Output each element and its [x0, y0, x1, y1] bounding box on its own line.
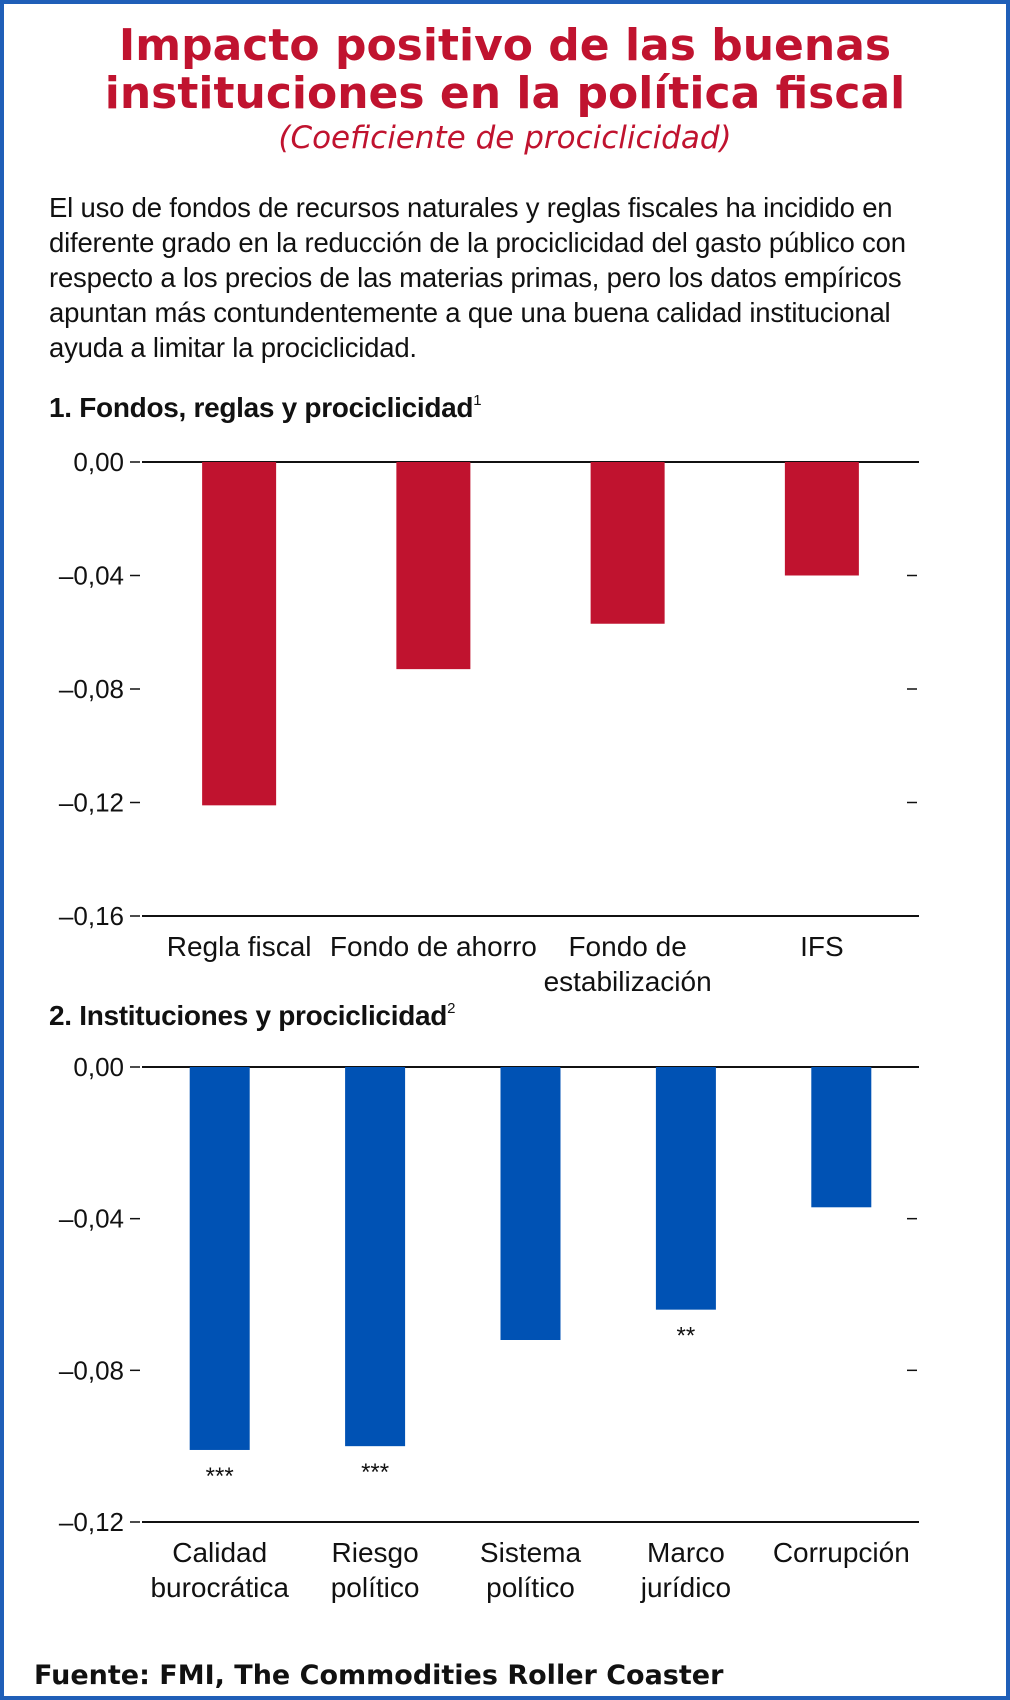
- description-line: El uso de fondos de recursos naturales y…: [49, 192, 893, 223]
- significance-label: ***: [361, 1459, 389, 1486]
- figure-subtitle: (Coeficiente de prociclicidad): [278, 120, 732, 156]
- bar: [655, 1067, 716, 1310]
- bar: [396, 462, 471, 670]
- significance-label: **: [677, 1323, 696, 1350]
- x-category-label: Calidad: [172, 1537, 267, 1568]
- panel-2-title: 2. Instituciones y prociclicidad2: [49, 1000, 455, 1032]
- y-tick-label: –0,12: [59, 1507, 124, 1537]
- x-category-label: Fondo de: [568, 931, 686, 962]
- x-category-label: Sistema: [480, 1537, 582, 1568]
- description-line: diferente grado en la reducción de la pr…: [49, 227, 906, 258]
- panel-2-footnote-mark: 2: [447, 1000, 456, 1017]
- y-tick-label: –0,12: [59, 788, 124, 818]
- y-tick-label: –0,08: [59, 1355, 124, 1385]
- x-category-label: Regla fiscal: [167, 931, 312, 962]
- x-category-label: político: [331, 1572, 420, 1603]
- x-category-label: Riesgo: [332, 1537, 419, 1568]
- panel-1-title: 1. Fondos, reglas y prociclicidad1: [49, 392, 482, 424]
- bar: [189, 1067, 250, 1450]
- bar: [345, 1067, 406, 1447]
- x-category-label: burocrática: [150, 1572, 289, 1603]
- y-tick-label: –0,04: [59, 1204, 124, 1234]
- description-line: ayuda a limitar la prociclicidad.: [49, 332, 417, 363]
- source-note: Fuente: FMI, The Commodities Roller Coas…: [34, 1660, 724, 1691]
- panel-2-chart: 0,00 –0,04 –0,08 –0,12 *** Calidad burocrática…: [59, 1052, 919, 1603]
- y-tick-label: –0,04: [59, 561, 124, 591]
- significance-label: ***: [206, 1463, 234, 1490]
- bar: [202, 462, 277, 806]
- x-category-label: Corrupción: [773, 1537, 910, 1568]
- figure-title: Impacto positivo de las buenas instituci…: [4, 22, 1006, 118]
- y-tick-label: 0,00: [73, 447, 124, 477]
- x-category-label: jurídico: [640, 1572, 731, 1603]
- y-tick-label: –0,08: [59, 674, 124, 704]
- x-category-label: político: [486, 1572, 575, 1603]
- title-line-2: instituciones en la política fiscal: [104, 68, 906, 119]
- panel-1-footnote-mark: 1: [473, 392, 482, 409]
- x-category-label: IFS: [800, 931, 844, 962]
- panel-2-title-text: 2. Instituciones y prociclicidad: [49, 1000, 448, 1031]
- bar: [784, 462, 859, 576]
- bar: [590, 462, 665, 624]
- x-category-label: estabilización: [544, 966, 712, 997]
- description-line: apuntan más contundentemente a que una b…: [49, 297, 891, 328]
- description: El uso de fondos de recursos naturales y…: [49, 190, 969, 365]
- x-category-label: Fondo de ahorro: [330, 931, 537, 962]
- description-line: respecto a los precios de las materias p…: [49, 262, 902, 293]
- panel-1-title-text: 1. Fondos, reglas y prociclicidad: [49, 392, 474, 423]
- x-category-label: Marco: [647, 1537, 725, 1568]
- y-tick-label: –0,16: [59, 901, 124, 931]
- panel-1-chart: 0,00 –0,04 –0,08 –0,12 –0,16 Regla fiscal Fond…: [59, 447, 919, 997]
- bar: [811, 1067, 872, 1208]
- y-tick-label: 0,00: [73, 1052, 124, 1082]
- title-line-1: Impacto positivo de las buenas: [118, 20, 892, 71]
- bar: [500, 1067, 561, 1340]
